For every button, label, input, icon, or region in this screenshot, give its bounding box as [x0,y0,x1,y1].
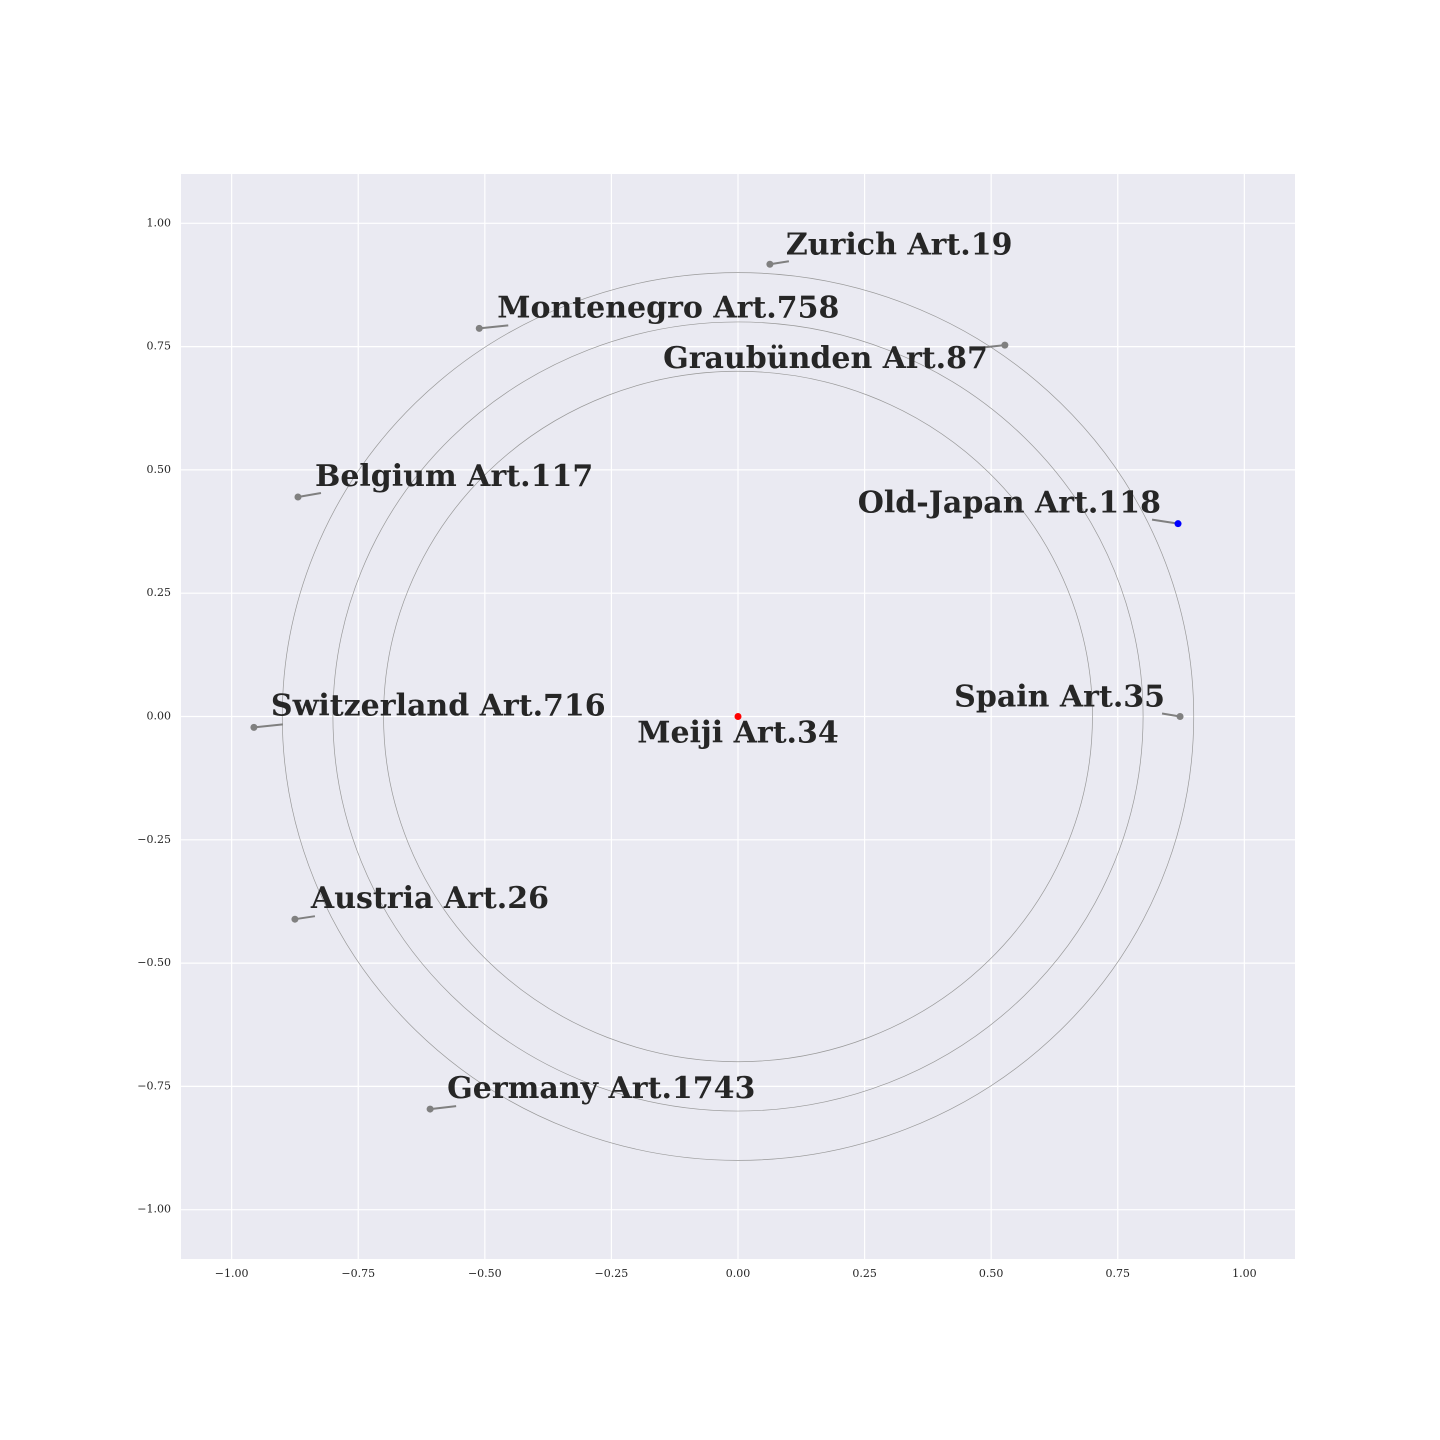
y-tick-label: 0.00 [147,710,172,723]
point-label: Meiji Art.34 [637,716,839,751]
point [1001,341,1009,349]
point [294,493,302,501]
x-tick-label: −0.75 [341,1267,375,1280]
leader-line [1151,518,1179,525]
point [475,324,483,332]
leader-line [430,1105,457,1111]
x-tick-label: −0.50 [468,1267,502,1280]
point-label: Belgium Art.117 [315,459,593,494]
x-tick-label: 0.50 [979,1267,1004,1280]
leader-line [976,344,1005,350]
point-label: Zurich Art.19 [786,227,1013,262]
point [426,1105,434,1113]
reference-circle [383,370,1093,1063]
y-tick-label: −0.75 [137,1079,171,1092]
point [734,713,742,720]
x-tick-label: −1.00 [215,1267,249,1280]
reference-circle [332,321,1144,1112]
point-label: Switzerland Art.716 [271,688,606,723]
point [291,915,299,923]
leader-line [297,492,322,499]
point-label: Austria Art.26 [310,881,549,916]
leader-line [253,723,284,729]
point [766,260,774,268]
y-tick-label: 0.50 [147,463,172,476]
y-tick-label: −1.00 [137,1203,171,1216]
point [1176,713,1184,720]
point-label: Graubünden Art.87 [663,341,988,376]
y-tick-label: −0.25 [137,833,171,846]
x-tick-label: 0.25 [852,1267,877,1280]
x-tick-label: 1.00 [1232,1267,1257,1280]
point [250,723,258,731]
point-label: Old-Japan Art.118 [858,486,1161,521]
reference-circle [281,272,1195,1161]
x-tick-label: 0.75 [1106,1267,1131,1280]
point-label: Spain Art.35 [954,680,1165,715]
point [1174,520,1182,528]
point-label: Germany Art.1743 [447,1071,755,1106]
y-tick-label: 1.00 [147,216,172,229]
leader-line [479,324,509,330]
y-tick-label: −0.50 [137,956,171,969]
y-tick-label: 0.25 [147,586,172,599]
x-tick-label: −0.25 [595,1267,629,1280]
x-tick-label: 0.00 [726,1267,751,1280]
y-tick-label: 0.75 [147,340,172,353]
point-label: Montenegro Art.758 [497,290,839,325]
